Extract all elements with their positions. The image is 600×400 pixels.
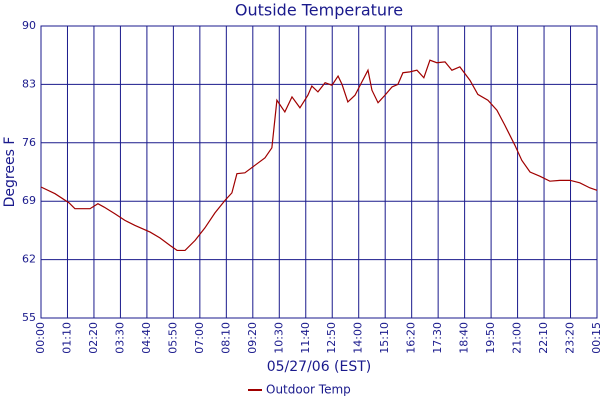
x-tick-label: 05:50 xyxy=(166,322,179,354)
x-tick-label: 03:30 xyxy=(113,322,126,354)
x-tick-label: 15:10 xyxy=(378,322,391,354)
x-tick-label: 01:10 xyxy=(60,322,73,354)
data-line xyxy=(40,59,598,252)
x-tick-label: 23:20 xyxy=(564,322,577,354)
plot-area xyxy=(40,25,598,319)
x-tick-label: 21:00 xyxy=(511,322,524,354)
x-tick-label: 00:15 xyxy=(590,322,600,354)
x-tick-label: 11:40 xyxy=(299,322,312,354)
y-tick-label: 69 xyxy=(22,194,36,207)
y-tick-label: 83 xyxy=(22,77,36,90)
x-tick-label: 02:20 xyxy=(87,322,100,354)
x-tick-label: 07:00 xyxy=(193,322,206,354)
legend-label: Outdoor Temp xyxy=(266,383,351,397)
y-tick-label: 62 xyxy=(22,253,36,266)
x-tick-label: 09:20 xyxy=(246,322,259,354)
y-axis-label: Degrees F xyxy=(2,137,18,208)
x-tick-label: 22:10 xyxy=(537,322,550,354)
x-tick-label: 19:50 xyxy=(484,322,497,354)
x-tick-label: 16:20 xyxy=(405,322,418,354)
x-tick-label: 12:50 xyxy=(325,322,338,354)
y-tick-label: 90 xyxy=(22,19,36,32)
x-tick-label: 18:40 xyxy=(458,322,471,354)
x-tick-label: 04:40 xyxy=(140,322,153,354)
y-tick-label: 55 xyxy=(22,311,36,324)
x-axis-label: 05/27/06 (EST) xyxy=(267,359,372,375)
x-tick-label: 17:30 xyxy=(431,322,444,354)
x-tick-label: 14:00 xyxy=(352,322,365,354)
x-tick-label: 10:30 xyxy=(272,322,285,354)
x-tick-label: 08:10 xyxy=(219,322,232,354)
x-tick-label: 00:00 xyxy=(34,322,47,354)
chart-title: Outside Temperature xyxy=(235,1,403,20)
y-tick-label: 76 xyxy=(22,136,36,149)
